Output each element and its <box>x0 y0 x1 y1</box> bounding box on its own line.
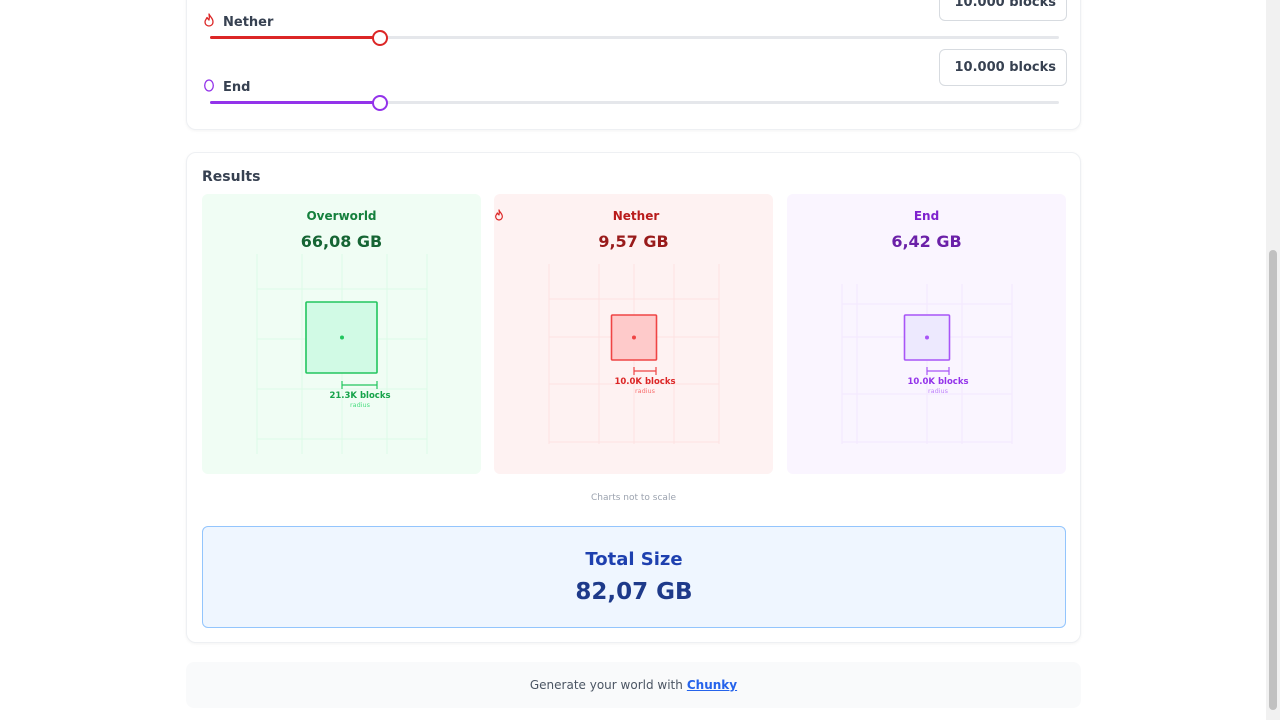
chunky-link[interactable]: Chunky <box>686 678 738 692</box>
nether-result-panel: 10.0K blocks radius Nether 9,57 GB <box>494 194 773 474</box>
slider-track <box>210 36 1059 39</box>
end-result-panel: 10.0K blocks radius End 6,42 GB <box>787 194 1066 474</box>
end-label: End <box>223 79 251 95</box>
dimension-settings-card: Nether 10.000 blocks End 10.000 blocks <box>186 0 1081 130</box>
footer-text: Generate your world with <box>529 678 683 692</box>
nether-radius-input[interactable]: 10.000 blocks <box>939 0 1067 21</box>
nether-size: 9,57 GB <box>598 232 669 251</box>
overworld-name-text: Overworld <box>306 209 377 223</box>
overworld-result-panel: 21.3K blocks radius Overworld 66,08 GB <box>202 194 481 474</box>
nether-radius-slider[interactable] <box>210 28 1059 48</box>
total-size-value: 82,07 GB <box>575 579 693 605</box>
flame-icon <box>203 13 215 31</box>
end-center-point <box>925 335 929 340</box>
results-title: Results <box>202 169 261 185</box>
end-label-group: End <box>203 69 250 105</box>
nether-chart: 10.0K blocks radius <box>548 264 720 444</box>
total-size-label: Total Size <box>585 549 683 570</box>
nether-name-text: Nether <box>612 209 660 223</box>
overworld-radius-caption: radius <box>350 401 371 409</box>
scrollbar-thumb[interactable] <box>1269 250 1277 710</box>
overworld-size: 66,08 GB <box>300 232 383 251</box>
nether-center-point <box>632 335 636 340</box>
scrollbar[interactable] <box>1266 0 1280 720</box>
nether-radius-label: 10.0K blocks <box>614 377 675 387</box>
slider-fill <box>210 36 380 39</box>
end-size: 6,42 GB <box>891 232 962 251</box>
slider-thumb[interactable] <box>371 95 388 111</box>
nether-label-group: Nether <box>203 4 273 40</box>
total-size-box: Total Size 82,07 GB <box>202 526 1066 628</box>
overworld-name: Overworld <box>202 209 481 223</box>
slider-thumb[interactable] <box>371 30 388 46</box>
nether-name: Nether <box>494 209 773 223</box>
results-card: Results 21.3K blocks rad <box>186 152 1081 643</box>
end-radius-caption: radius <box>928 387 949 395</box>
end-name-text: End <box>913 209 940 223</box>
end-radius-input[interactable]: 10.000 blocks <box>939 49 1067 86</box>
nether-setting: Nether 10.000 blocks <box>203 0 1067 64</box>
scale-note: Charts not to scale <box>591 493 676 503</box>
end-radius-slider[interactable] <box>210 93 1059 113</box>
footer: Generate your world with Chunky <box>186 662 1081 708</box>
overworld-chart: 21.3K blocks radius <box>256 254 428 454</box>
end-name: End <box>787 209 1066 223</box>
nether-label: Nether <box>223 14 274 30</box>
overworld-radius-label: 21.3K blocks <box>329 391 390 401</box>
slider-fill <box>210 101 380 104</box>
end-chart: 10.0K blocks radius <box>841 284 1013 444</box>
end-setting: End 10.000 blocks <box>203 49 1067 129</box>
nether-radius-caption: radius <box>635 387 656 395</box>
slider-track <box>210 101 1059 104</box>
egg-icon <box>203 78 215 96</box>
overworld-center-point <box>340 335 344 340</box>
end-radius-label: 10.0K blocks <box>907 377 968 387</box>
